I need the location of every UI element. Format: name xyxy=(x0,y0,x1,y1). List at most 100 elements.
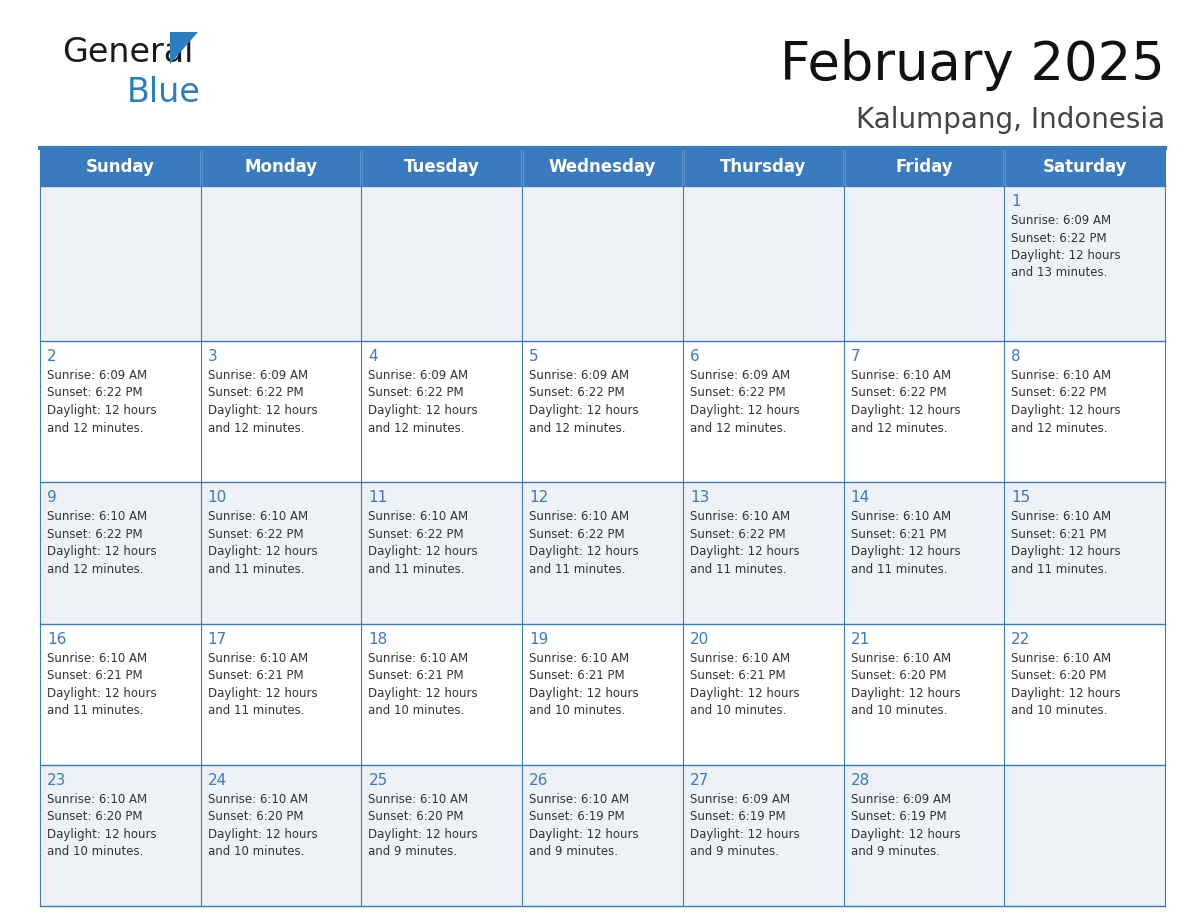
Bar xyxy=(683,186,843,341)
Text: General: General xyxy=(62,36,194,69)
Text: Sunrise: 6:09 AM
Sunset: 6:22 PM
Daylight: 12 hours
and 12 minutes.: Sunrise: 6:09 AM Sunset: 6:22 PM Dayligh… xyxy=(529,369,639,434)
Text: Sunrise: 6:09 AM
Sunset: 6:19 PM
Daylight: 12 hours
and 9 minutes.: Sunrise: 6:09 AM Sunset: 6:19 PM Dayligh… xyxy=(851,793,960,858)
Bar xyxy=(1004,148,1165,186)
Bar xyxy=(201,765,361,906)
Text: Sunrise: 6:10 AM
Sunset: 6:21 PM
Daylight: 12 hours
and 11 minutes.: Sunrise: 6:10 AM Sunset: 6:21 PM Dayligh… xyxy=(1011,510,1121,576)
Text: Sunrise: 6:09 AM
Sunset: 6:22 PM
Daylight: 12 hours
and 13 minutes.: Sunrise: 6:09 AM Sunset: 6:22 PM Dayligh… xyxy=(1011,214,1121,279)
Bar xyxy=(843,341,1004,482)
Text: 9: 9 xyxy=(48,490,57,505)
Text: Sunrise: 6:10 AM
Sunset: 6:22 PM
Daylight: 12 hours
and 11 minutes.: Sunrise: 6:10 AM Sunset: 6:22 PM Dayligh… xyxy=(690,510,800,576)
Text: 7: 7 xyxy=(851,349,860,364)
Text: 25: 25 xyxy=(368,773,387,788)
Text: Tuesday: Tuesday xyxy=(404,158,480,176)
Text: Sunrise: 6:09 AM
Sunset: 6:19 PM
Daylight: 12 hours
and 9 minutes.: Sunrise: 6:09 AM Sunset: 6:19 PM Dayligh… xyxy=(690,793,800,858)
Text: 3: 3 xyxy=(208,349,217,364)
Bar xyxy=(523,623,683,765)
Text: 14: 14 xyxy=(851,490,870,505)
Bar xyxy=(683,765,843,906)
Bar xyxy=(201,623,361,765)
Text: Sunrise: 6:10 AM
Sunset: 6:20 PM
Daylight: 12 hours
and 10 minutes.: Sunrise: 6:10 AM Sunset: 6:20 PM Dayligh… xyxy=(48,793,157,858)
Text: Thursday: Thursday xyxy=(720,158,807,176)
Text: Sunrise: 6:10 AM
Sunset: 6:22 PM
Daylight: 12 hours
and 12 minutes.: Sunrise: 6:10 AM Sunset: 6:22 PM Dayligh… xyxy=(1011,369,1121,434)
Text: 5: 5 xyxy=(529,349,539,364)
Text: Sunrise: 6:10 AM
Sunset: 6:21 PM
Daylight: 12 hours
and 10 minutes.: Sunrise: 6:10 AM Sunset: 6:21 PM Dayligh… xyxy=(529,652,639,717)
Text: 22: 22 xyxy=(1011,632,1030,646)
Text: 1: 1 xyxy=(1011,194,1020,209)
Text: 18: 18 xyxy=(368,632,387,646)
Text: Blue: Blue xyxy=(127,76,201,109)
Text: 8: 8 xyxy=(1011,349,1020,364)
Bar xyxy=(523,482,683,623)
Bar xyxy=(1004,623,1165,765)
Bar xyxy=(40,623,201,765)
Text: 2: 2 xyxy=(48,349,57,364)
Text: 28: 28 xyxy=(851,773,870,788)
Text: Sunrise: 6:10 AM
Sunset: 6:22 PM
Daylight: 12 hours
and 11 minutes.: Sunrise: 6:10 AM Sunset: 6:22 PM Dayligh… xyxy=(208,510,317,576)
Bar xyxy=(361,623,523,765)
Text: Sunrise: 6:10 AM
Sunset: 6:21 PM
Daylight: 12 hours
and 10 minutes.: Sunrise: 6:10 AM Sunset: 6:21 PM Dayligh… xyxy=(368,652,478,717)
Text: Sunrise: 6:10 AM
Sunset: 6:20 PM
Daylight: 12 hours
and 10 minutes.: Sunrise: 6:10 AM Sunset: 6:20 PM Dayligh… xyxy=(851,652,960,717)
Text: 10: 10 xyxy=(208,490,227,505)
Text: 23: 23 xyxy=(48,773,67,788)
Polygon shape xyxy=(170,32,198,64)
Bar xyxy=(361,482,523,623)
Bar xyxy=(683,482,843,623)
Text: Sunday: Sunday xyxy=(86,158,154,176)
Bar xyxy=(201,341,361,482)
Bar xyxy=(361,765,523,906)
Text: February 2025: February 2025 xyxy=(781,39,1165,91)
Text: 19: 19 xyxy=(529,632,549,646)
Bar xyxy=(683,341,843,482)
Text: 17: 17 xyxy=(208,632,227,646)
Bar xyxy=(843,148,1004,186)
Bar xyxy=(843,623,1004,765)
Text: Sunrise: 6:09 AM
Sunset: 6:22 PM
Daylight: 12 hours
and 12 minutes.: Sunrise: 6:09 AM Sunset: 6:22 PM Dayligh… xyxy=(208,369,317,434)
Bar xyxy=(843,482,1004,623)
Text: 21: 21 xyxy=(851,632,870,646)
Text: 20: 20 xyxy=(690,632,709,646)
Bar xyxy=(361,148,523,186)
Text: Sunrise: 6:10 AM
Sunset: 6:20 PM
Daylight: 12 hours
and 9 minutes.: Sunrise: 6:10 AM Sunset: 6:20 PM Dayligh… xyxy=(368,793,478,858)
Bar xyxy=(40,186,201,341)
Bar xyxy=(1004,341,1165,482)
Bar xyxy=(683,148,843,186)
Text: Kalumpang, Indonesia: Kalumpang, Indonesia xyxy=(855,106,1165,134)
Text: Sunrise: 6:10 AM
Sunset: 6:22 PM
Daylight: 12 hours
and 11 minutes.: Sunrise: 6:10 AM Sunset: 6:22 PM Dayligh… xyxy=(368,510,478,576)
Bar xyxy=(40,148,201,186)
Bar xyxy=(361,186,523,341)
Text: 11: 11 xyxy=(368,490,387,505)
Bar xyxy=(40,341,201,482)
Text: Sunrise: 6:10 AM
Sunset: 6:20 PM
Daylight: 12 hours
and 10 minutes.: Sunrise: 6:10 AM Sunset: 6:20 PM Dayligh… xyxy=(208,793,317,858)
Text: Sunrise: 6:09 AM
Sunset: 6:22 PM
Daylight: 12 hours
and 12 minutes.: Sunrise: 6:09 AM Sunset: 6:22 PM Dayligh… xyxy=(48,369,157,434)
Text: 13: 13 xyxy=(690,490,709,505)
Text: Sunrise: 6:10 AM
Sunset: 6:21 PM
Daylight: 12 hours
and 11 minutes.: Sunrise: 6:10 AM Sunset: 6:21 PM Dayligh… xyxy=(208,652,317,717)
Bar xyxy=(523,765,683,906)
Bar xyxy=(523,341,683,482)
Bar xyxy=(361,341,523,482)
Text: 4: 4 xyxy=(368,349,378,364)
Text: 6: 6 xyxy=(690,349,700,364)
Text: Sunrise: 6:10 AM
Sunset: 6:20 PM
Daylight: 12 hours
and 10 minutes.: Sunrise: 6:10 AM Sunset: 6:20 PM Dayligh… xyxy=(1011,652,1121,717)
Text: Sunrise: 6:10 AM
Sunset: 6:22 PM
Daylight: 12 hours
and 12 minutes.: Sunrise: 6:10 AM Sunset: 6:22 PM Dayligh… xyxy=(48,510,157,576)
Bar xyxy=(201,186,361,341)
Bar xyxy=(201,482,361,623)
Text: Sunrise: 6:10 AM
Sunset: 6:22 PM
Daylight: 12 hours
and 11 minutes.: Sunrise: 6:10 AM Sunset: 6:22 PM Dayligh… xyxy=(529,510,639,576)
Bar xyxy=(1004,186,1165,341)
Text: Sunrise: 6:10 AM
Sunset: 6:22 PM
Daylight: 12 hours
and 12 minutes.: Sunrise: 6:10 AM Sunset: 6:22 PM Dayligh… xyxy=(851,369,960,434)
Text: Sunrise: 6:10 AM
Sunset: 6:19 PM
Daylight: 12 hours
and 9 minutes.: Sunrise: 6:10 AM Sunset: 6:19 PM Dayligh… xyxy=(529,793,639,858)
Text: Wednesday: Wednesday xyxy=(549,158,656,176)
Bar xyxy=(523,186,683,341)
Bar xyxy=(523,148,683,186)
Text: Saturday: Saturday xyxy=(1042,158,1127,176)
Text: Friday: Friday xyxy=(895,158,953,176)
Bar xyxy=(843,765,1004,906)
Bar xyxy=(683,623,843,765)
Text: 15: 15 xyxy=(1011,490,1030,505)
Text: 12: 12 xyxy=(529,490,549,505)
Bar xyxy=(201,148,361,186)
Text: Sunrise: 6:10 AM
Sunset: 6:21 PM
Daylight: 12 hours
and 10 minutes.: Sunrise: 6:10 AM Sunset: 6:21 PM Dayligh… xyxy=(690,652,800,717)
Bar xyxy=(843,186,1004,341)
Text: Sunrise: 6:10 AM
Sunset: 6:21 PM
Daylight: 12 hours
and 11 minutes.: Sunrise: 6:10 AM Sunset: 6:21 PM Dayligh… xyxy=(48,652,157,717)
Text: Sunrise: 6:10 AM
Sunset: 6:21 PM
Daylight: 12 hours
and 11 minutes.: Sunrise: 6:10 AM Sunset: 6:21 PM Dayligh… xyxy=(851,510,960,576)
Text: Sunrise: 6:09 AM
Sunset: 6:22 PM
Daylight: 12 hours
and 12 minutes.: Sunrise: 6:09 AM Sunset: 6:22 PM Dayligh… xyxy=(690,369,800,434)
